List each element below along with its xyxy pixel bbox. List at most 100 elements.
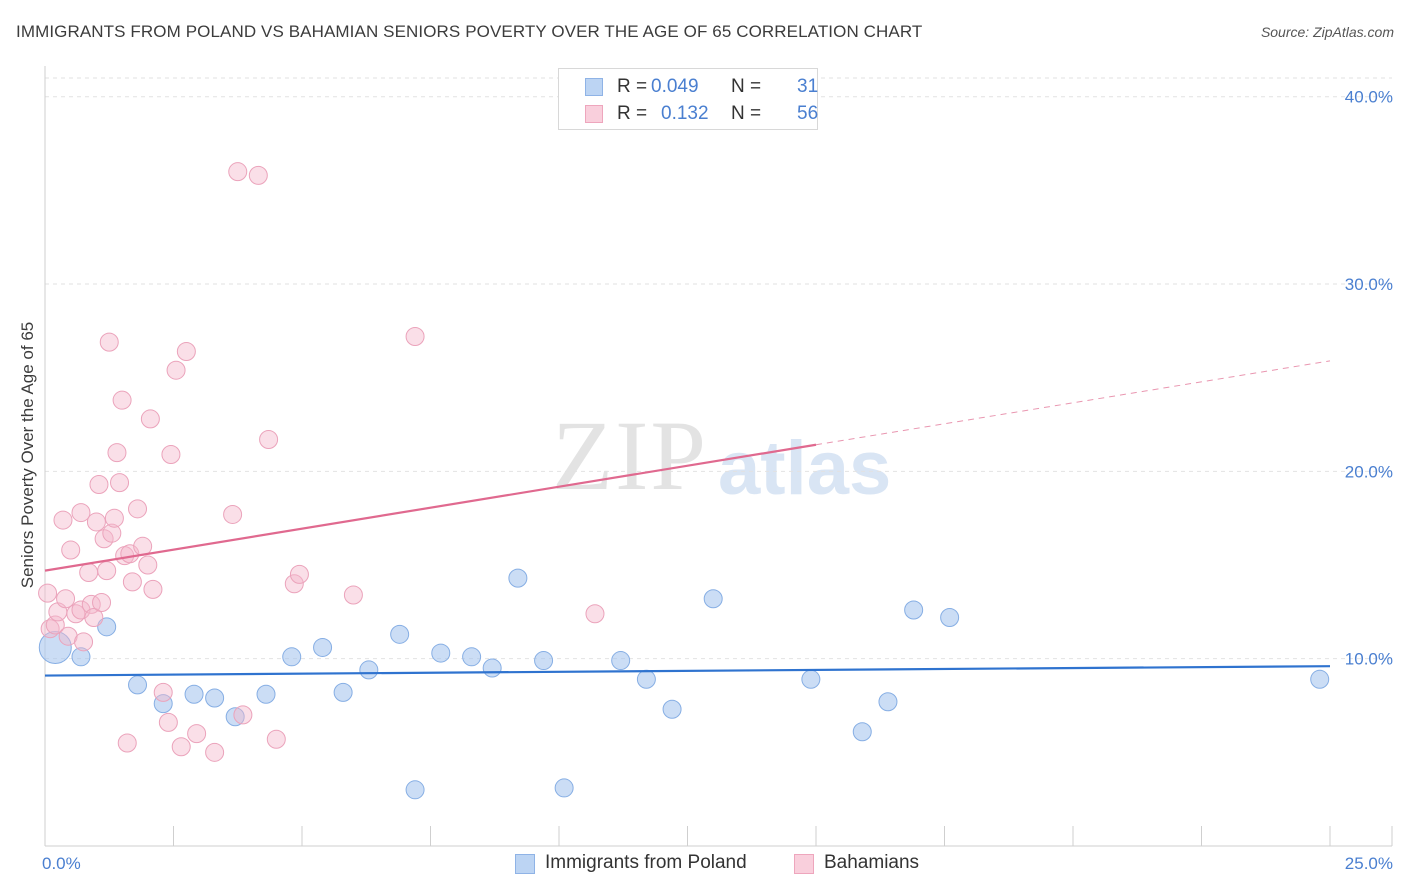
poland-point <box>359 660 379 680</box>
legend-r-label: R = <box>617 76 648 97</box>
bottom-legend-label-bahamians: Bahamians <box>824 852 920 873</box>
poland-point <box>703 589 723 609</box>
poland-point <box>636 669 656 689</box>
poland-point <box>390 624 410 644</box>
bahamian-point <box>187 724 207 744</box>
bahamian-point <box>53 510 73 530</box>
bahamian-point <box>66 604 86 624</box>
bahamian-point <box>284 574 304 594</box>
poland-point <box>904 600 924 620</box>
bottom-legend-swatch-poland <box>515 854 535 874</box>
y-tick-label: 40.0% <box>1345 88 1393 107</box>
poland-point <box>128 675 148 695</box>
poland-point <box>405 780 425 800</box>
poland-trend-line <box>44 665 1331 677</box>
bahamian-point <box>71 503 91 523</box>
poland-point <box>256 684 276 704</box>
bahamian-point <box>61 540 81 560</box>
poland-point <box>205 688 225 708</box>
bahamian-point <box>138 555 158 575</box>
chart-source: Source: ZipAtlas.com <box>1260 24 1394 40</box>
bahamian-point <box>259 430 279 450</box>
bahamian-point <box>205 742 225 762</box>
poland-point <box>333 682 353 702</box>
y-tick-label: 10.0% <box>1345 650 1393 669</box>
bahamian-point <box>585 604 605 624</box>
bahamian-point <box>158 712 178 732</box>
poland-point <box>431 643 451 663</box>
poland-point <box>801 669 821 689</box>
bahamian-point <box>233 705 253 725</box>
bahamian-point <box>117 733 137 753</box>
poland-point <box>878 692 898 712</box>
poland-point <box>313 637 333 657</box>
bahamian-point <box>171 737 191 757</box>
bahamian-point <box>104 508 124 528</box>
legend-n-value: 31 <box>797 76 819 97</box>
bahamian-point <box>74 632 94 652</box>
correlation-legend: R = 0.049 N = 31 R = 0.132 N = 56 <box>558 68 818 130</box>
legend-swatch-bahamians <box>585 105 603 123</box>
bahamian-point <box>92 592 112 612</box>
poland-point <box>97 617 117 637</box>
bahamian-point <box>99 332 119 352</box>
poland-point <box>534 651 554 671</box>
bahamian-point <box>140 409 160 429</box>
bahamian-point <box>102 523 122 543</box>
bahamian-point <box>143 579 163 599</box>
bahamian-point <box>161 445 181 465</box>
poland-point <box>611 651 631 671</box>
legend-n-label: N = <box>731 76 762 97</box>
bahamian-point <box>110 473 130 493</box>
bahamian-point <box>405 326 425 346</box>
y-tick-label: 20.0% <box>1345 462 1393 481</box>
legend-r-value: 0.132 <box>661 103 709 124</box>
poland-point <box>462 647 482 667</box>
bahamian-point <box>94 529 114 549</box>
legend-n-label: N = <box>731 103 762 124</box>
poland-point <box>71 647 91 667</box>
bahamian-point <box>79 563 99 583</box>
bahamian-point <box>128 499 148 519</box>
bahamian-point <box>56 589 76 609</box>
legend-r-value: 0.049 <box>651 76 699 97</box>
y-tick-label: 30.0% <box>1345 275 1393 294</box>
legend-swatch-poland <box>585 78 603 96</box>
poland-point <box>282 647 302 667</box>
bahamian-point <box>266 729 286 749</box>
poland-point <box>482 658 502 678</box>
bahamian-point <box>40 619 60 639</box>
poland-point <box>508 568 528 588</box>
poland-point <box>1310 669 1330 689</box>
bahamian-point <box>153 682 173 702</box>
bahamian-point <box>228 162 248 182</box>
bahamian-point <box>289 564 309 584</box>
poland-point <box>184 684 204 704</box>
legend-n-value: 56 <box>797 103 819 124</box>
bahamian-point <box>38 583 58 603</box>
bahamian-point <box>112 390 132 410</box>
poland-point <box>852 722 872 742</box>
poland-point <box>554 778 574 798</box>
watermark-atlas: atlas <box>718 426 892 511</box>
bahamian-point <box>343 585 363 605</box>
bahamian-point <box>97 561 117 581</box>
poland-point <box>662 699 682 719</box>
bahamian-point <box>89 474 109 494</box>
legend-r-label: R = <box>617 103 648 124</box>
bahamian-point <box>248 165 268 185</box>
poland-point <box>940 607 960 627</box>
watermark-zip: ZIP <box>552 400 708 511</box>
bahamian-point <box>122 572 142 592</box>
poland-point <box>225 707 245 727</box>
bahamian-point <box>166 360 186 380</box>
bahamian-point <box>107 443 127 463</box>
bahamian-point <box>176 341 196 361</box>
bahamian-point <box>86 512 106 532</box>
chart-title: IMMIGRANTS FROM POLAND VS BAHAMIAN SENIO… <box>16 22 923 41</box>
bahamian-point <box>84 607 104 627</box>
x-tick-label-min: 0.0% <box>42 854 81 873</box>
poland-point <box>38 630 72 664</box>
bahamian-trend-line-extension <box>815 360 1331 446</box>
